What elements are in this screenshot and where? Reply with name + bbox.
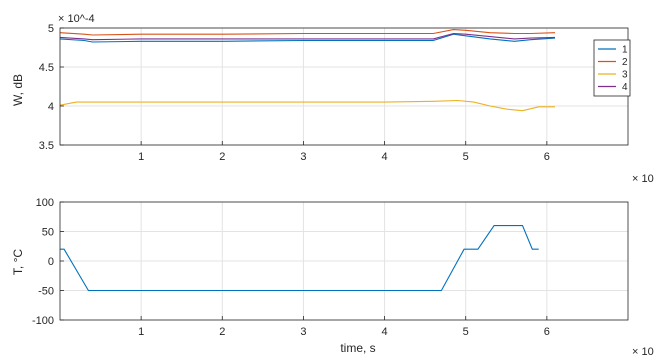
- legend-label-2: 2: [622, 57, 628, 68]
- top-series-line-1: [59, 33, 556, 43]
- legend-label-3: 3: [622, 70, 628, 81]
- top-series-line-2: [59, 29, 556, 36]
- bottom-xtick-label: 4: [382, 326, 388, 338]
- bottom-ytick-label: -50: [38, 286, 54, 298]
- top-series-line-3: [59, 99, 555, 112]
- bottom-xtick-label: 3: [300, 326, 306, 338]
- top-xtick-label: 2: [219, 151, 225, 163]
- top-xtick-label: 3: [300, 151, 306, 163]
- top-series-line-4: [59, 32, 556, 41]
- bottom-plot-ylabel: T, °C: [11, 249, 25, 275]
- bottom-plot-panel: 1 2 3 4 5 6 -100 -50 0 50 100 T, °C time, s × 10: [11, 197, 654, 356]
- legend: 12 34: [593, 39, 631, 97]
- top-ytick-label: 4.5: [39, 62, 54, 74]
- bottom-plot-x-exponent: × 10: [632, 346, 654, 356]
- top-plot-x-exponent: × 10: [632, 173, 654, 185]
- legend-label-1: 1: [622, 45, 628, 56]
- bottom-xtick-label: 2: [219, 326, 225, 338]
- bottom-ytick-label: -100: [32, 315, 54, 327]
- top-plot-y-exponent: × 10^-4: [58, 13, 95, 25]
- bottom-ytick-label: 100: [36, 197, 54, 209]
- bottom-series-line-1: [60, 225, 539, 292]
- top-xtick-label: 4: [382, 151, 388, 163]
- bottom-plot-xlabel: time, s: [340, 341, 375, 355]
- top-ytick-label: 4: [48, 101, 54, 113]
- top-ytick-label: 3.5: [39, 140, 54, 152]
- top-xtick-label: 5: [463, 151, 469, 163]
- bottom-xtick-label: 6: [544, 326, 550, 338]
- bottom-xtick-label: 1: [138, 326, 144, 338]
- bottom-ytick-label: 50: [42, 227, 54, 239]
- top-xtick-label: 6: [544, 151, 550, 163]
- legend-label-4: 4: [622, 82, 628, 93]
- bottom-ytick-label: 0: [48, 256, 54, 268]
- bottom-xtick-label: 5: [463, 326, 469, 338]
- top-plot-ylabel: W, dB: [11, 74, 25, 106]
- top-xtick-label: 1: [138, 151, 144, 163]
- top-ytick-label: 5: [48, 23, 54, 35]
